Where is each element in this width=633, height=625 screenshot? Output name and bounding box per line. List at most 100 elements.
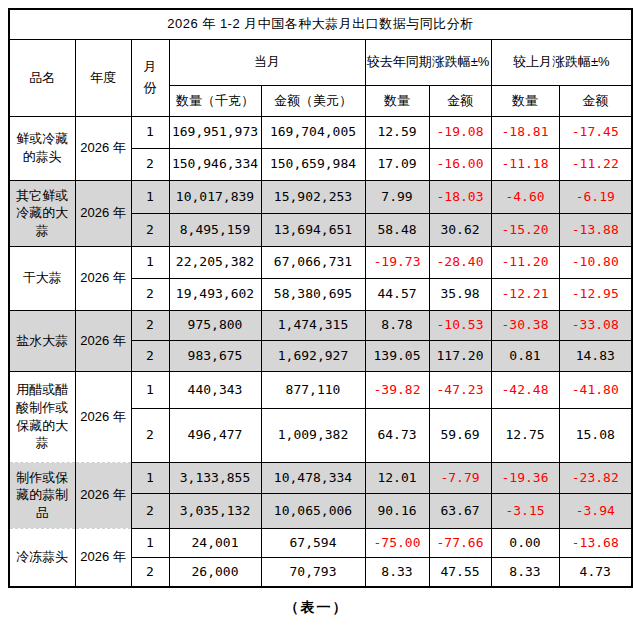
yoy-qty-cell: 8.78 xyxy=(365,310,429,340)
mom-amount-cell: -11.22 xyxy=(559,148,632,180)
yoy-qty-cell: -75.00 xyxy=(365,528,429,557)
year-cell: 2026 年 xyxy=(75,528,131,587)
yoy-amount-cell: -10.53 xyxy=(429,310,491,340)
yoy-qty-cell: 8.33 xyxy=(365,557,429,587)
mom-qty-cell: -4.60 xyxy=(491,180,559,213)
mom-amount-cell: -23.82 xyxy=(559,462,632,493)
qty-cell: 3,133,855 xyxy=(169,462,261,493)
table-title: 2026 年 1-2 月中国各种大蒜月出口数据与同比分析 xyxy=(9,9,632,39)
amount-cell: 1,009,382 xyxy=(261,408,365,462)
qty-cell: 24,001 xyxy=(169,528,261,557)
qty-cell: 8,495,159 xyxy=(169,213,261,246)
mom-amount-cell: -13.68 xyxy=(559,528,632,557)
amount-cell: 67,594 xyxy=(261,528,365,557)
table-body: 鲜或冷藏的蒜头2026 年1169,951,973169,704,00512.5… xyxy=(9,116,632,587)
mom-qty-cell: -11.20 xyxy=(491,246,559,278)
amount-cell: 10,478,334 xyxy=(261,462,365,493)
col-month-header: 月份 xyxy=(131,39,169,116)
table-row: 干大蒜2026 年122,205,38267,066,731-19.73-28.… xyxy=(9,246,632,278)
mom-qty-cell: -11.18 xyxy=(491,148,559,180)
month-cell: 1 xyxy=(131,528,169,557)
mom-amount-header: 金额 xyxy=(559,85,632,116)
qty-cell: 10,017,839 xyxy=(169,180,261,213)
col-yoy-group-header: 较去年同期涨跌幅±% xyxy=(365,39,491,85)
mom-amount-cell: -13.88 xyxy=(559,213,632,246)
table-row: 盐水大蒜2026 年2975,8001,474,3158.78-10.53-30… xyxy=(9,310,632,340)
yoy-amount-cell: -19.08 xyxy=(429,116,491,148)
mom-amount-cell: 15.08 xyxy=(559,408,632,462)
product-name-cell: 制作或保藏的蒜制品 xyxy=(9,462,75,528)
amount-cell: 877,110 xyxy=(261,371,365,408)
mom-qty-cell: -18.81 xyxy=(491,116,559,148)
qty-cell: 983,675 xyxy=(169,340,261,371)
yoy-qty-cell: -19.73 xyxy=(365,246,429,278)
yoy-qty-cell: 12.59 xyxy=(365,116,429,148)
year-cell: 2026 年 xyxy=(75,462,131,528)
yoy-qty-cell: 44.57 xyxy=(365,278,429,310)
amount-cell: 150,659,984 xyxy=(261,148,365,180)
yoy-qty-cell: 58.48 xyxy=(365,213,429,246)
table-row: 制作或保藏的蒜制品2026 年13,133,85510,478,33412.01… xyxy=(9,462,632,493)
qty-cell: 169,951,973 xyxy=(169,116,261,148)
table-header: 2026 年 1-2 月中国各种大蒜月出口数据与同比分析 品名 年度 月份 当月… xyxy=(9,9,632,116)
col-product-header: 品名 xyxy=(9,39,75,116)
yoy-amount-cell: -18.03 xyxy=(429,180,491,213)
qty-cell: 22,205,382 xyxy=(169,246,261,278)
amount-usd-header: 金额（美元） xyxy=(261,85,365,116)
amount-cell: 70,793 xyxy=(261,557,365,587)
qty-cell: 975,800 xyxy=(169,310,261,340)
mom-amount-cell: 4.73 xyxy=(559,557,632,587)
mom-amount-cell: -41.80 xyxy=(559,371,632,408)
export-data-table: 2026 年 1-2 月中国各种大蒜月出口数据与同比分析 品名 年度 月份 当月… xyxy=(8,8,633,588)
amount-cell: 13,694,651 xyxy=(261,213,365,246)
product-name-cell: 干大蒜 xyxy=(9,246,75,310)
product-name-cell: 其它鲜或冷藏的大蒜 xyxy=(9,180,75,246)
yoy-amount-cell: -77.66 xyxy=(429,528,491,557)
col-year-header: 年度 xyxy=(75,39,131,116)
yoy-amount-cell: 117.20 xyxy=(429,340,491,371)
month-cell: 2 xyxy=(131,493,169,528)
mom-qty-cell: 0.81 xyxy=(491,340,559,371)
table-caption: （表一） xyxy=(0,599,633,617)
table-row: 冷冻蒜头2026 年124,00167,594-75.00-77.660.00-… xyxy=(9,528,632,557)
year-cell: 2026 年 xyxy=(75,371,131,462)
qty-cell: 19,493,602 xyxy=(169,278,261,310)
month-cell: 2 xyxy=(131,340,169,371)
qty-kg-header: 数量（千克） xyxy=(169,85,261,116)
yoy-qty-cell: 12.01 xyxy=(365,462,429,493)
month-cell: 2 xyxy=(131,408,169,462)
yoy-qty-cell: 7.99 xyxy=(365,180,429,213)
yoy-qty-cell: 90.16 xyxy=(365,493,429,528)
table-row: 用醋或醋酸制作或保藏的大蒜2026 年1440,343877,110-39.82… xyxy=(9,371,632,408)
mom-qty-cell: -3.15 xyxy=(491,493,559,528)
mom-amount-cell: -17.45 xyxy=(559,116,632,148)
year-cell: 2026 年 xyxy=(75,180,131,246)
yoy-amount-cell: 35.98 xyxy=(429,278,491,310)
mom-amount-cell: -6.19 xyxy=(559,180,632,213)
mom-amount-cell: -12.95 xyxy=(559,278,632,310)
qty-cell: 150,946,334 xyxy=(169,148,261,180)
yoy-amount-cell: 30.62 xyxy=(429,213,491,246)
page: 2026 年 1-2 月中国各种大蒜月出口数据与同比分析 品名 年度 月份 当月… xyxy=(0,0,633,625)
mom-amount-cell: -33.08 xyxy=(559,310,632,340)
amount-cell: 10,065,006 xyxy=(261,493,365,528)
amount-cell: 58,380,695 xyxy=(261,278,365,310)
qty-cell: 496,477 xyxy=(169,408,261,462)
year-cell: 2026 年 xyxy=(75,310,131,371)
mom-qty-cell: 0.00 xyxy=(491,528,559,557)
col-current-month-group-header: 当月 xyxy=(169,39,365,85)
yoy-qty-cell: 17.09 xyxy=(365,148,429,180)
qty-cell: 440,343 xyxy=(169,371,261,408)
amount-cell: 1,474,315 xyxy=(261,310,365,340)
month-cell: 2 xyxy=(131,213,169,246)
header-group-row: 品名 年度 月份 当月 较去年同期涨跌幅±% 较上月涨跌幅±% xyxy=(9,39,632,85)
col-mom-group-header: 较上月涨跌幅±% xyxy=(491,39,632,85)
month-cell: 1 xyxy=(131,246,169,278)
amount-cell: 169,704,005 xyxy=(261,116,365,148)
yoy-amount-cell: -28.40 xyxy=(429,246,491,278)
product-name-cell: 冷冻蒜头 xyxy=(9,528,75,587)
mom-qty-cell: -19.36 xyxy=(491,462,559,493)
yoy-amount-cell: -47.23 xyxy=(429,371,491,408)
table-row: 鲜或冷藏的蒜头2026 年1169,951,973169,704,00512.5… xyxy=(9,116,632,148)
amount-cell: 67,066,731 xyxy=(261,246,365,278)
